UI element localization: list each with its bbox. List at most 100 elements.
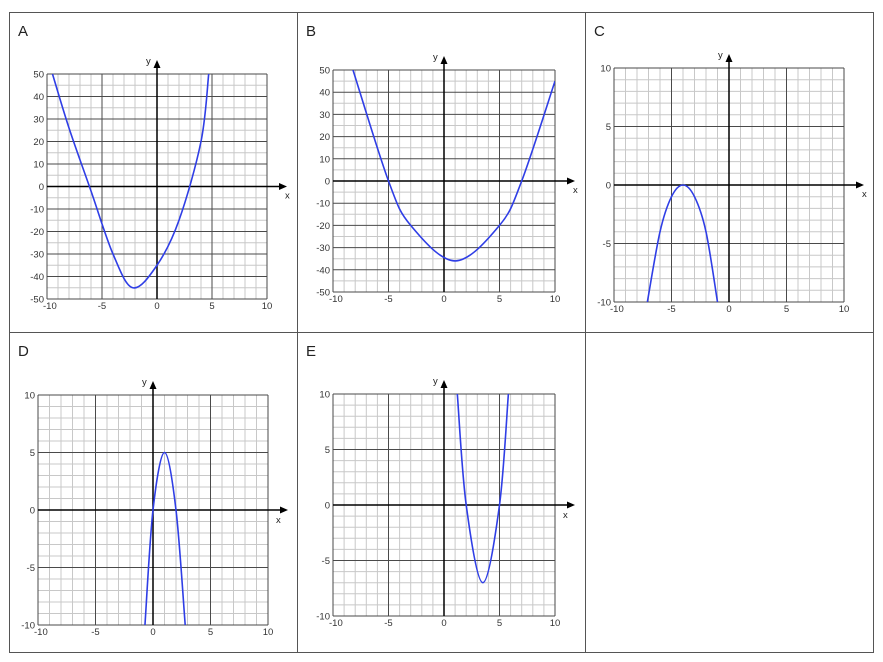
panel-c-cell: C x y -10 -5 0 5 10 10 5 0 -5 -10 — [585, 12, 874, 333]
y-tick-label: 0 — [325, 177, 330, 188]
panel-b-cell: B x y -10 -5 0 5 10 50 40 30 20 10 0 -10 -20 -30 -40 -50 — [297, 12, 586, 333]
x-tick-label: 10 — [263, 627, 274, 638]
y-tick-label: 5 — [606, 122, 611, 133]
y-tick-label: -30 — [30, 250, 44, 261]
y-tick-label: 20 — [33, 137, 44, 148]
x-tick-label: 5 — [209, 301, 214, 312]
x-tick-label: -5 — [384, 618, 392, 629]
y-tick-label: 30 — [33, 115, 44, 126]
y-axis-label: y — [433, 376, 438, 387]
x-tick-label: -5 — [98, 301, 106, 312]
panel-d-label: D — [18, 343, 29, 360]
parabola-curve — [51, 74, 210, 289]
y-axis-label: y — [433, 52, 438, 63]
parabola-curve — [646, 184, 719, 302]
x-tick-label: -10 — [329, 294, 343, 305]
y-tick-label: 5 — [325, 445, 330, 456]
y-tick-label: 10 — [600, 64, 611, 75]
y-tick-label: 5 — [30, 448, 35, 459]
parabola-curve — [144, 451, 186, 625]
y-tick-label: 10 — [24, 391, 35, 402]
y-tick-label: 10 — [33, 160, 44, 171]
y-axis-arrow — [440, 56, 448, 64]
x-axis-label: x — [563, 510, 568, 521]
x-tick-label: 0 — [441, 618, 446, 629]
x-tick-label: 10 — [550, 618, 561, 629]
y-tick-label: -5 — [322, 556, 330, 567]
y-tick-label: 30 — [319, 110, 330, 121]
y-tick-label: -40 — [316, 265, 330, 276]
y-tick-label: 50 — [33, 70, 44, 81]
panel-c-chart: x y -10 -5 0 5 10 10 5 0 -5 -10 — [597, 50, 867, 315]
y-axis-label: y — [718, 50, 723, 61]
x-axis-arrow — [567, 501, 575, 509]
y-tick-label: -20 — [316, 221, 330, 232]
y-tick-label: 50 — [319, 66, 330, 77]
x-tick-label: 5 — [784, 304, 789, 315]
y-tick-label: -20 — [30, 227, 44, 238]
y-tick-label: -10 — [316, 199, 330, 210]
y-tick-label: -40 — [30, 272, 44, 283]
graph-grid-table: A x y -10 -5 0 5 10 50 40 30 20 10 0 -10 -20 -30 -40 -50 … — [9, 12, 874, 653]
y-tick-label: -50 — [30, 295, 44, 306]
y-tick-label: 0 — [325, 501, 330, 512]
parabola-curve — [352, 70, 555, 262]
y-tick-label: 0 — [39, 182, 44, 193]
y-tick-label: -10 — [21, 621, 35, 632]
y-tick-label: 20 — [319, 132, 330, 143]
y-tick-label: -10 — [316, 612, 330, 623]
x-tick-label: 5 — [208, 627, 213, 638]
x-axis-arrow — [856, 181, 864, 189]
x-tick-label: 5 — [497, 618, 502, 629]
x-axis-label: x — [276, 515, 281, 526]
x-tick-label: -10 — [610, 304, 624, 315]
panel-a-label: A — [18, 23, 29, 40]
x-tick-label: -5 — [667, 304, 675, 315]
y-tick-label: -50 — [316, 288, 330, 299]
y-axis-label: y — [142, 377, 147, 388]
x-tick-label: 0 — [150, 627, 155, 638]
y-axis-arrow — [725, 54, 733, 62]
y-axis-arrow — [149, 381, 157, 389]
y-tick-label: -30 — [316, 243, 330, 254]
x-tick-label: 5 — [497, 294, 502, 305]
x-tick-label: 10 — [262, 301, 273, 312]
y-tick-label: 10 — [319, 154, 330, 165]
x-axis-label: x — [573, 185, 578, 196]
x-axis-arrow — [279, 183, 287, 190]
y-tick-label: 0 — [606, 181, 611, 192]
panel-c-label: C — [594, 23, 605, 40]
x-tick-label: 10 — [839, 304, 850, 315]
y-axis-arrow — [153, 60, 161, 68]
y-tick-label: 40 — [33, 92, 44, 103]
y-axis-label: y — [146, 56, 151, 67]
x-axis-label: x — [285, 191, 290, 202]
x-tick-label: 0 — [154, 301, 159, 312]
y-tick-label: -10 — [30, 205, 44, 216]
empty-cell — [585, 332, 874, 653]
panel-e-cell: E x y -10 -5 0 5 10 10 5 0 -5 -10 — [297, 332, 586, 653]
x-tick-label: 0 — [726, 304, 731, 315]
y-tick-label: 40 — [319, 88, 330, 99]
x-tick-label: 10 — [550, 294, 561, 305]
x-tick-label: -10 — [43, 301, 57, 312]
y-tick-label: -5 — [27, 563, 35, 574]
x-axis-arrow — [280, 506, 288, 514]
x-tick-label: -10 — [329, 618, 343, 629]
x-tick-label: 0 — [441, 294, 446, 305]
y-tick-label: 0 — [30, 506, 35, 517]
panel-e-label: E — [306, 343, 317, 360]
x-tick-label: -5 — [384, 294, 392, 305]
x-tick-label: -5 — [91, 627, 99, 638]
x-axis-arrow — [567, 177, 575, 185]
parabola-curve — [456, 394, 510, 584]
y-tick-label: 10 — [319, 390, 330, 401]
panel-a-cell: A x y -10 -5 0 5 10 50 40 30 20 10 0 -10 -20 -30 -40 -50 — [9, 12, 298, 333]
x-axis-label: x — [862, 189, 867, 200]
y-tick-label: -10 — [597, 298, 611, 309]
y-tick-label: -5 — [603, 239, 611, 250]
x-tick-label: -10 — [34, 627, 48, 638]
y-axis-arrow — [440, 380, 448, 388]
